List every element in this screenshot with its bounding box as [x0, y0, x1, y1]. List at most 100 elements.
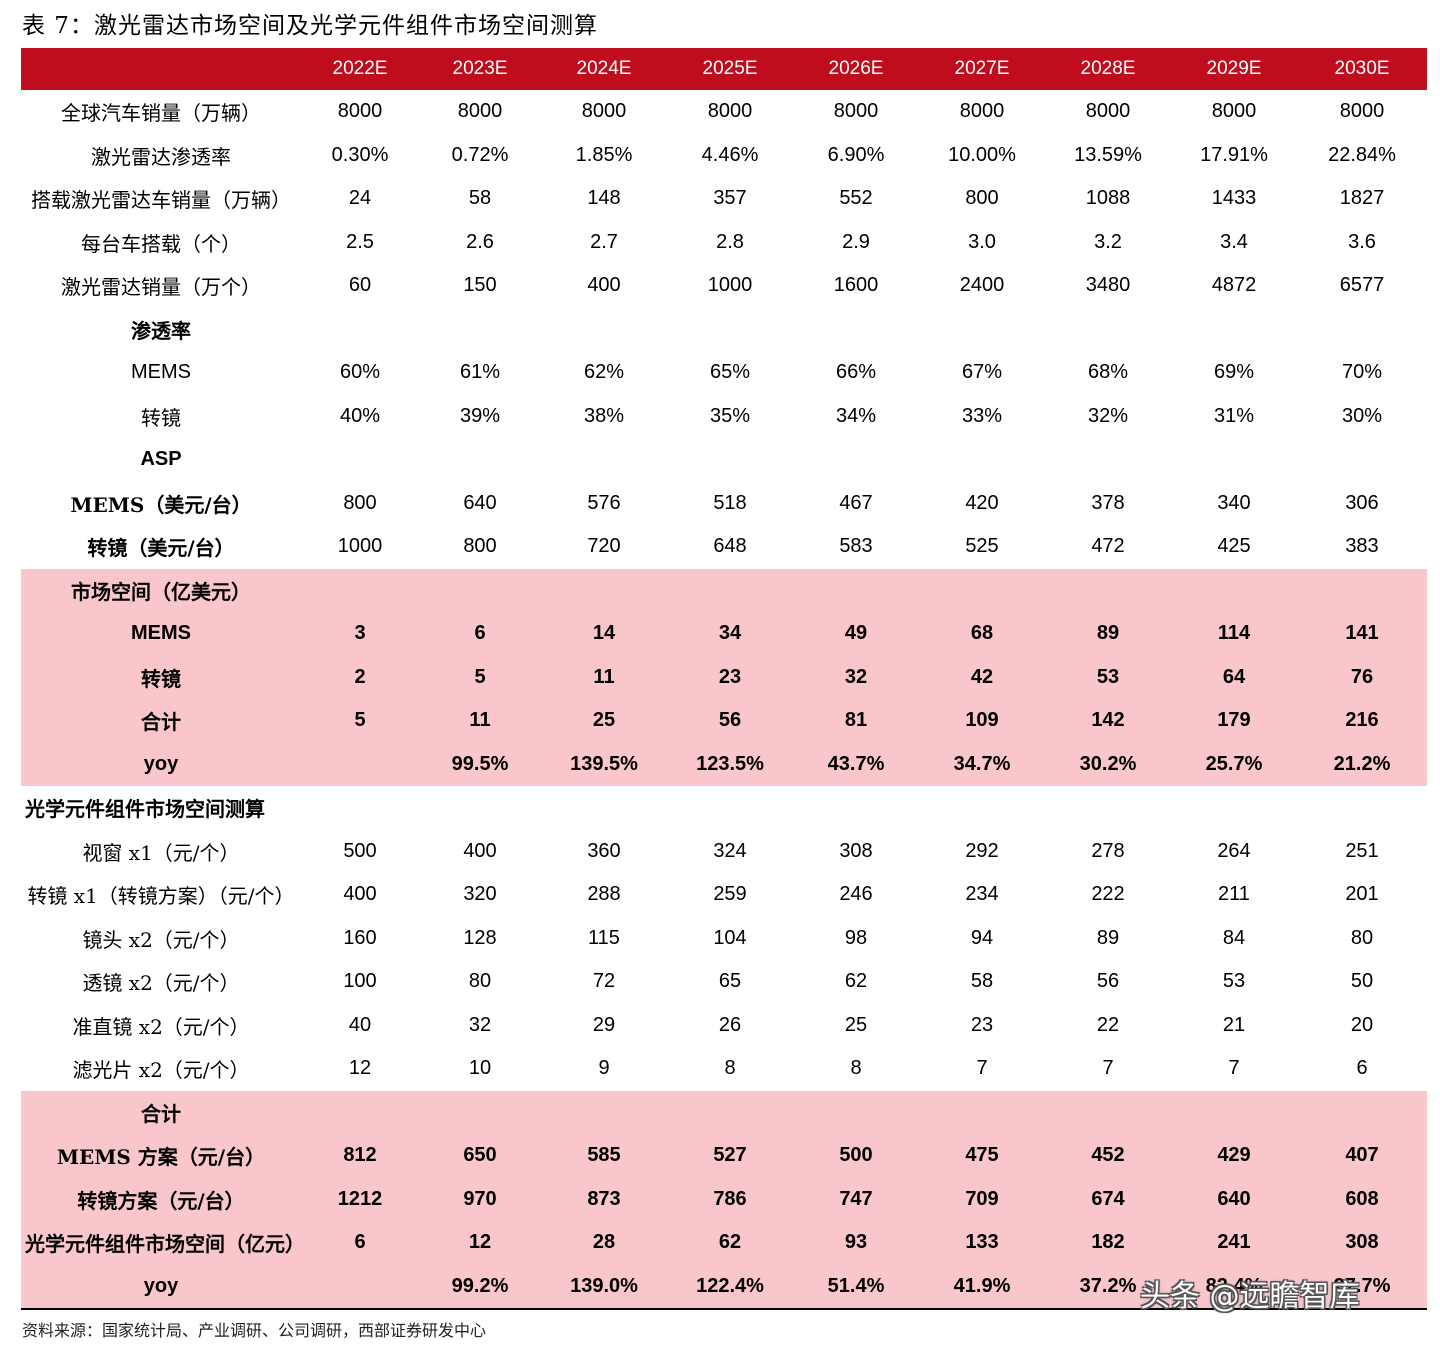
table-cell: 201 [1345, 883, 1379, 906]
table-cell [301, 1265, 419, 1309]
table-cell: 786 [713, 1187, 747, 1210]
table-cell: 31% [1213, 404, 1255, 427]
table-cell: 28 [592, 1231, 616, 1254]
table-cell: 22 [1096, 1013, 1120, 1036]
table-cell: 216 [1345, 709, 1379, 732]
table-cell [541, 438, 667, 482]
header-year: 2024E [576, 58, 632, 79]
table-cell: 467 [839, 491, 873, 514]
table-cell: 40 [348, 1013, 372, 1036]
table-cell: 1000 [707, 274, 753, 297]
row-label: 光学元件组件市场空间测算 [25, 797, 265, 822]
table-cell: 62 [844, 970, 868, 993]
table-cell: 34% [835, 404, 877, 427]
table-cell: 1212 [337, 1187, 383, 1210]
row-label: 滤光片 x2（元/个） [72, 1058, 250, 1083]
row-label: 镜头 x2（元/个） [82, 927, 240, 952]
table-cell: 65 [718, 970, 742, 993]
table-cell: 33% [961, 404, 1003, 427]
bottom-rule [21, 1308, 1427, 1310]
table-title: 表 7：激光雷达市场空间及光学元件组件市场空间测算 [22, 13, 598, 39]
table-cell: 41.9% [953, 1274, 1011, 1297]
table-cell: 211 [1218, 883, 1250, 906]
table-cell: 8000 [959, 100, 1005, 123]
header-year: 2028E [1080, 58, 1136, 79]
table-cell [1171, 308, 1297, 352]
table-cell [1171, 569, 1297, 613]
table-cell [1297, 1091, 1427, 1135]
table-cell: 26 [718, 1013, 742, 1036]
table-cell: 527 [713, 1144, 747, 1167]
table-cell: 4.46% [701, 143, 759, 166]
table-cell: 76 [1350, 665, 1374, 688]
table-cell: 674 [1091, 1187, 1125, 1210]
table-cell: 2.8 [716, 230, 744, 253]
watermark: 头条 @远瞻智库 [1140, 1279, 1360, 1314]
table-row: ASP [21, 438, 1427, 482]
table-cell: 552 [839, 187, 873, 210]
table-cell: 7 [1102, 1057, 1114, 1080]
table-cell: 148 [587, 187, 621, 210]
table-cell [667, 438, 793, 482]
table-cell: 11 [469, 709, 491, 732]
table-row: yoy 99.2% 139.0% 122.4% 51.4% 41.9% 37.2% 82.4%… [21, 1264, 1427, 1309]
table-cell: 246 [839, 883, 873, 906]
table-cell [667, 308, 793, 352]
table-cell: 8000 [833, 100, 879, 123]
table-cell: 5 [474, 665, 486, 688]
table-cell [793, 1091, 919, 1135]
table-cell: 583 [839, 535, 873, 558]
table-cell: 25.7% [1205, 752, 1263, 775]
row-label: 光学元件组件市场空间（亿元） [25, 1232, 301, 1257]
table-row: 转镜方案（元/台） 1212 970 873 786 747 709 674 640 608 [21, 1177, 1427, 1221]
table-cell: 49 [844, 622, 868, 645]
row-label: 激光雷达销量（万个） [61, 275, 261, 300]
table-cell [541, 308, 667, 352]
table-cell: 179 [1217, 709, 1251, 732]
table-cell: 1.85% [575, 143, 633, 166]
table-cell [1297, 438, 1427, 482]
table-cell [1045, 438, 1171, 482]
table-cell: 142 [1091, 709, 1125, 732]
table-cell: 324 [713, 839, 747, 862]
table-cell: 800 [965, 187, 999, 210]
table-cell: 800 [343, 491, 377, 514]
table-row: 搭载激光雷达车销量（万辆） 24 58 148 357 552 800 1088 1433 182… [21, 177, 1427, 221]
table-cell: 37.2% [1079, 1274, 1137, 1297]
table-cell: 12 [348, 1057, 372, 1080]
table-cell [419, 438, 541, 482]
table-cell: 133 [965, 1231, 999, 1254]
table-cell: 0.30% [331, 143, 389, 166]
table-cell: 420 [965, 491, 999, 514]
table-cell: 8 [724, 1057, 736, 1080]
table-cell [419, 786, 541, 830]
table-cell [1297, 569, 1427, 613]
table-row: 准直镜 x2（元/个） 40 32 29 26 25 23 22 21 20 [21, 1004, 1427, 1048]
table-cell: 43.7% [827, 752, 885, 775]
table-cell [541, 569, 667, 613]
table-cell [1045, 786, 1171, 830]
table-cell [1045, 569, 1171, 613]
table-cell: 27.7% [1333, 1274, 1391, 1297]
header-row: 2022E 2023E 2024E 2025E 2026E 2027E 2028… [21, 48, 1427, 90]
table-cell: 21 [1222, 1013, 1246, 1036]
table-cell: 812 [343, 1144, 377, 1167]
table-cell: 93 [844, 1231, 868, 1254]
table-cell: 32 [468, 1013, 492, 1036]
table-cell: 17.91% [1200, 143, 1268, 166]
table-cell: 53 [1222, 970, 1246, 993]
table-cell: 35% [709, 404, 751, 427]
table-cell: 66% [835, 361, 877, 384]
table-cell [919, 1091, 1045, 1135]
table-cell: 51.4% [827, 1274, 885, 1297]
table-cell: 22.84% [1328, 143, 1396, 166]
table-cell: 400 [343, 883, 377, 906]
table-row: 光学元件组件市场空间测算 [21, 786, 1427, 830]
table-cell: 123.5% [696, 752, 764, 775]
table-cell: 23 [970, 1013, 994, 1036]
table-cell: 292 [965, 839, 999, 862]
table-cell: 21.2% [1333, 752, 1391, 775]
table-cell [793, 438, 919, 482]
table-cell: 2.7 [590, 230, 618, 253]
table-cell: 800 [463, 535, 497, 558]
